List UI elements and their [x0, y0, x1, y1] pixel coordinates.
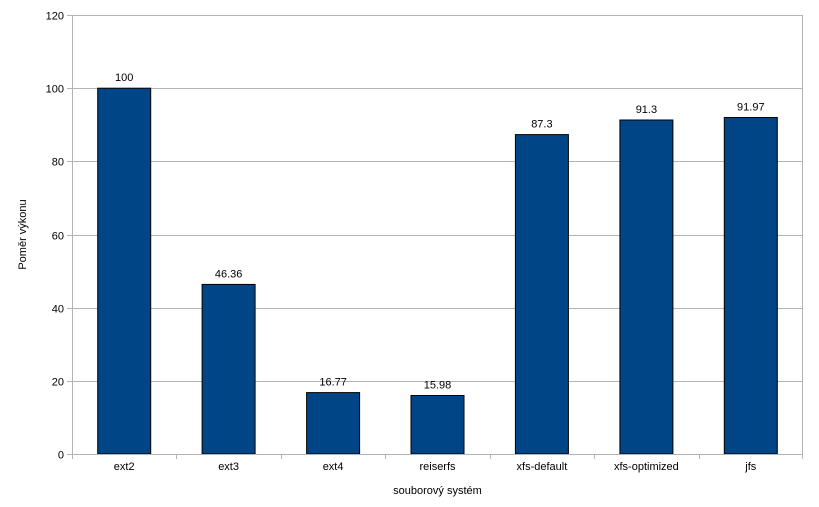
- data-labels: 100 46.36 16.77 15.98 87.3 91.3 91.97: [115, 72, 765, 391]
- bar-jfs: [723, 117, 778, 455]
- y-axis-ticks: 0 20 40 60 80 100 120: [46, 11, 72, 462]
- x-tick-label: ext4: [323, 461, 344, 473]
- y-tick-label: 20: [52, 377, 64, 389]
- x-axis-ticks: ext2 ext3 ext4 reiserfs xfs-default xfs-optim…: [72, 454, 803, 473]
- x-axis-title: souborový systém: [393, 485, 482, 497]
- bars: [97, 87, 778, 455]
- data-label: 100: [115, 72, 133, 84]
- x-tick-label: ext3: [218, 461, 239, 473]
- data-label: 15.98: [424, 380, 452, 392]
- gridlines: [72, 15, 803, 455]
- data-label: 91.3: [636, 104, 657, 116]
- y-tick-label: 60: [52, 231, 64, 243]
- y-tick-label: 80: [52, 157, 64, 169]
- y-tick-label: 40: [52, 304, 64, 316]
- data-label: 91.97: [737, 102, 765, 114]
- x-tick-label: xfs-optimized: [614, 461, 679, 473]
- x-tick-label: jfs: [744, 461, 757, 473]
- x-tick-label: ext2: [114, 461, 135, 473]
- bar-xfs-optimized: [619, 119, 674, 455]
- bar-ext4: [306, 392, 361, 455]
- x-tick-label: xfs-default: [517, 461, 568, 473]
- bar-reiserfs: [410, 395, 465, 455]
- data-label: 16.77: [319, 377, 347, 389]
- x-tick-label: reiserfs: [419, 461, 456, 473]
- bar-xfs-default: [514, 134, 569, 455]
- bar-ext3: [201, 283, 256, 455]
- y-tick-label: 100: [46, 84, 64, 96]
- y-axis-title: Poměr výkonu: [17, 199, 29, 269]
- y-tick-label: 120: [46, 11, 64, 23]
- bar-ext2: [97, 87, 152, 455]
- data-label: 46.36: [215, 268, 243, 280]
- data-label: 87.3: [531, 119, 552, 131]
- y-tick-label: 0: [58, 450, 64, 462]
